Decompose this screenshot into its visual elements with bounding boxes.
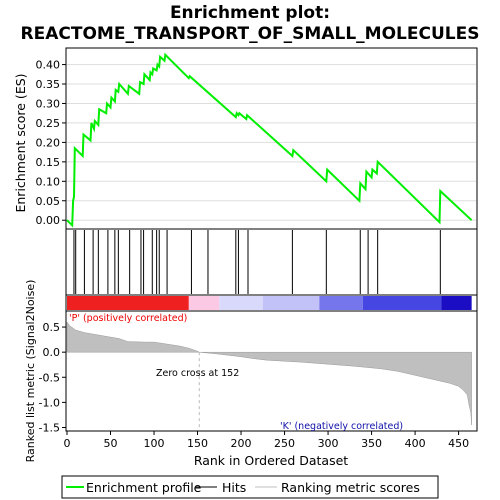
ranking-heat-bar	[67, 296, 472, 310]
positive-correlation-label: 'P' (positively correlated)	[69, 313, 187, 324]
legend: Enrichment profile Hits Ranking metric s…	[66, 480, 420, 495]
es-y-tick-label: 0.00	[36, 214, 61, 227]
metric-x-tick-label: 200	[231, 437, 252, 450]
es-y-tick-label: 0.25	[36, 117, 61, 130]
metric-y-tick-label: 0.5	[43, 321, 61, 334]
es-y-axis: 0.00 0.05 0.10 0.15 0.20 0.25 0.30 0.35 0.40	[36, 59, 66, 227]
legend-ranking-label: Ranking metric scores	[281, 480, 420, 495]
heat-segment	[219, 296, 263, 310]
heat-segment	[319, 296, 363, 310]
es-y-tick-label: 0.30	[36, 97, 61, 110]
zero-cross-label: Zero cross at 152	[156, 368, 239, 379]
heat-segment	[441, 296, 472, 310]
es-y-tick-label: 0.40	[36, 59, 61, 72]
es-y-tick-label: 0.10	[36, 175, 61, 188]
heat-segment	[262, 296, 320, 310]
metric-x-tick-label: 150	[187, 437, 208, 450]
metric-y-tick-label: 0.0	[43, 346, 61, 359]
es-y-tick-label: 0.35	[36, 78, 61, 91]
heat-segment	[188, 296, 220, 310]
es-y-tick-label: 0.20	[36, 136, 61, 149]
metric-x-tick-label: 100	[144, 437, 165, 450]
metric-x-tick-label: 400	[405, 437, 426, 450]
hits-marks	[73, 230, 441, 294]
metric-x-tick-label: 450	[448, 437, 469, 450]
metric-y-axis: 0.5 0.0 -0.5 -1.0 -1.5	[39, 321, 66, 434]
es-gridlines	[67, 64, 476, 221]
chart-title-line2: REACTOME_TRANSPORT_OF_SMALL_MOLECULES	[21, 24, 480, 44]
x-axis-label: Rank in Ordered Dataset	[194, 453, 348, 468]
metric-y-tick-label: -1.5	[39, 421, 60, 434]
chart-title-line1: Enrichment plot:	[170, 3, 330, 23]
metric-x-tick-label: 0	[64, 437, 71, 450]
metric-y-tick-label: -1.0	[39, 396, 60, 409]
heat-segment	[67, 296, 189, 310]
legend-enrichment-label: Enrichment profile	[86, 480, 202, 495]
legend-hits-label: Hits	[222, 480, 246, 495]
metric-x-axis: 0 50 100 150 200 250 300 350 400 450	[64, 431, 469, 450]
metric-x-tick-label: 300	[318, 437, 339, 450]
heat-segment	[362, 296, 442, 310]
ranking-metric-area	[66, 321, 472, 426]
es-y-tick-label: 0.15	[36, 156, 61, 169]
metric-y-axis-label: Ranked list metric (Signal2Noise)	[24, 280, 37, 463]
metric-x-tick-label: 350	[361, 437, 382, 450]
es-y-tick-label: 0.05	[36, 195, 61, 208]
legend-box	[61, 475, 439, 499]
es-y-axis-label: Enrichment score (ES)	[13, 73, 28, 212]
negative-correlation-label: 'K' (negatively correlated)	[280, 421, 403, 432]
metric-x-tick-label: 250	[274, 437, 295, 450]
metric-y-tick-label: -0.5	[39, 371, 60, 384]
hits-panel-frame	[65, 228, 478, 296]
enrichment-profile-line	[66, 52, 473, 228]
metric-x-tick-label: 50	[104, 437, 118, 450]
